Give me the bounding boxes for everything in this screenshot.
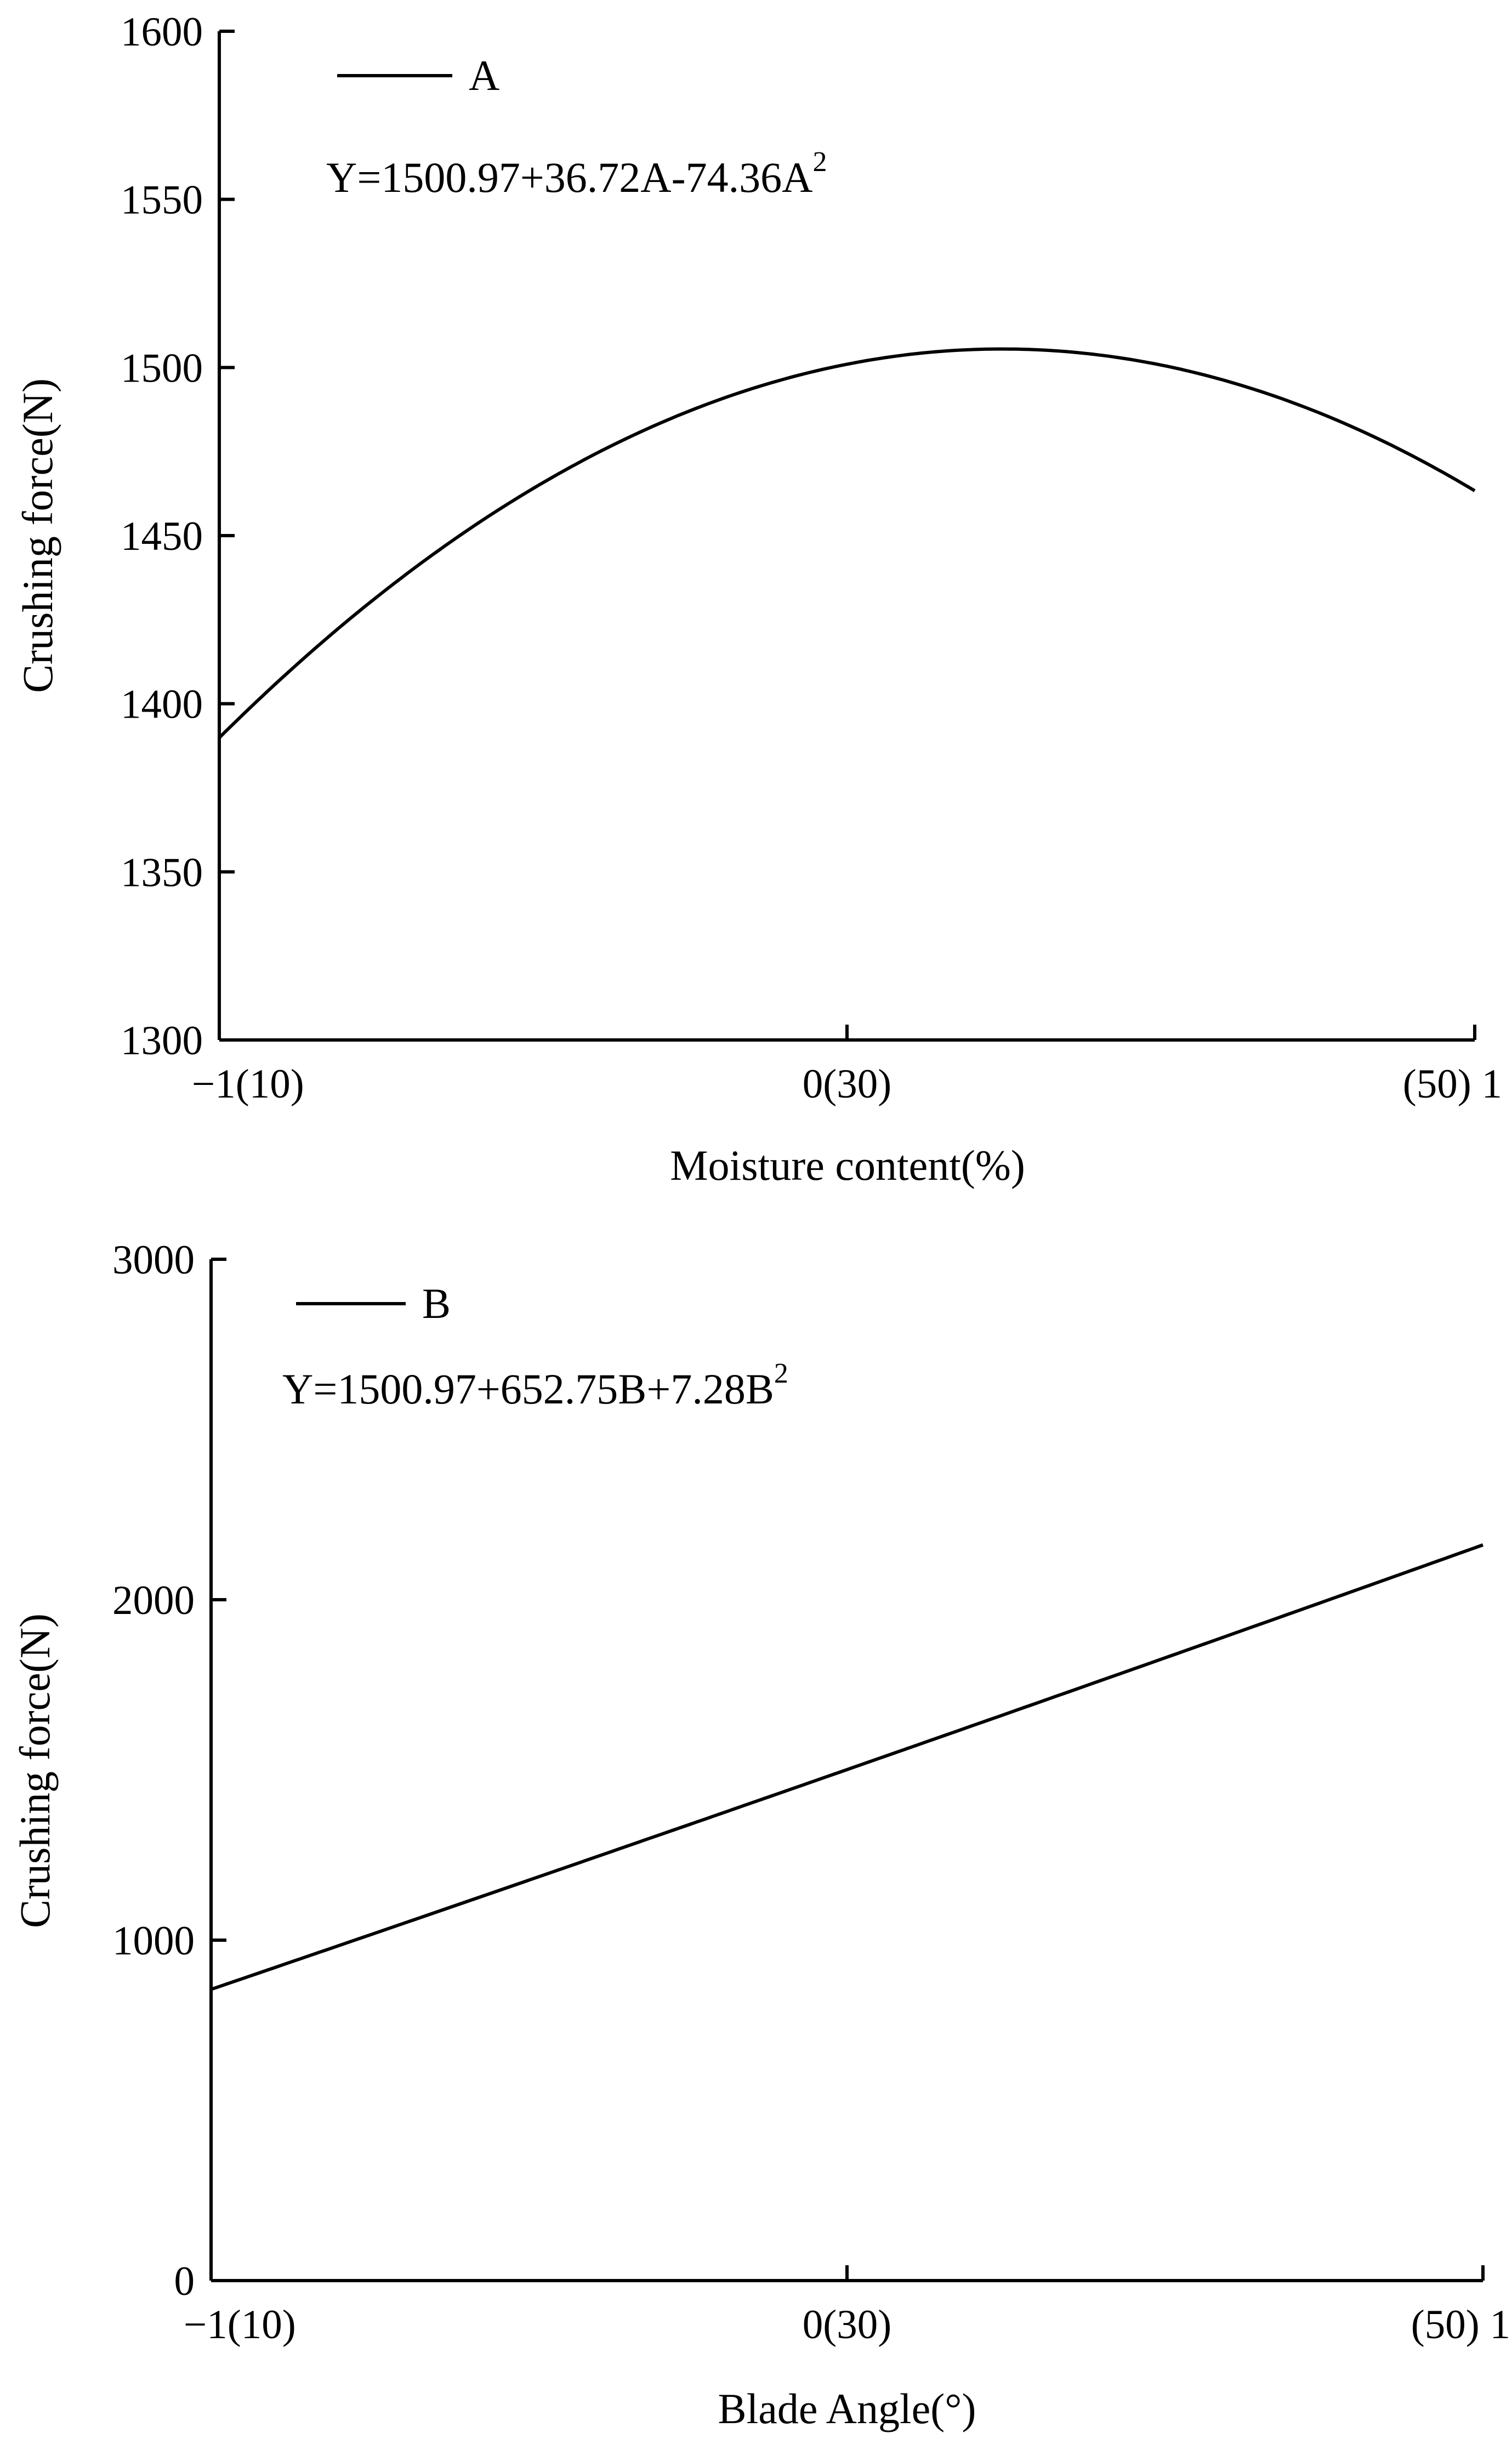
- chart-panel-b: 0 1000 2000 3000 −1(10) 0(30) (50) 1 B Y=1500…: [11, 1237, 1510, 2432]
- y-tick-label: 1350: [121, 850, 203, 895]
- series-line-b: [211, 1543, 1484, 1991]
- x-tick-label: 0(30): [803, 2302, 891, 2347]
- y-tick-label: 1000: [112, 1918, 195, 1964]
- x-tick-label: −1(10): [184, 2302, 296, 2347]
- y-tick-label: 1400: [121, 682, 203, 727]
- y-axis-title: Crushing force(N): [11, 1613, 59, 1928]
- equation-main: Y=1500.97+652.75B+7.28B: [282, 1365, 774, 1413]
- x-tick-label: (50) 1: [1411, 2302, 1510, 2347]
- x-tick-label: −1(10): [192, 1061, 304, 1107]
- x-ticks: −1(10) 0(30) (50) 1: [192, 1025, 1502, 1107]
- y-tick-label: 1600: [121, 9, 203, 55]
- x-tick-label: (50) 1: [1403, 1061, 1502, 1107]
- x-ticks: −1(10) 0(30) (50) 1: [184, 2265, 1510, 2347]
- chart-panel-a: 1300 1350 1400 1450 1500 1550 1600 −1(10) 0(30)…: [14, 9, 1502, 1189]
- y-tick-label: 0: [174, 2259, 195, 2304]
- y-tick-label: 1550: [121, 178, 203, 223]
- equation-exponent: 2: [812, 146, 827, 178]
- y-ticks: 0 1000 2000 3000: [112, 1237, 226, 2304]
- x-tick-label: 0(30): [803, 1061, 891, 1107]
- x-axis-title: Blade Angle(°): [718, 2385, 976, 2432]
- y-axis-title: Crushing force(N): [14, 378, 61, 693]
- y-tick-label: 1450: [121, 514, 203, 559]
- equation-label: Y=1500.97+36.72A-74.36A2: [326, 146, 827, 201]
- series-line-a: [218, 347, 1476, 739]
- y-tick-label: 3000: [112, 1237, 195, 1283]
- y-tick-label: 2000: [112, 1578, 195, 1623]
- equation-main: Y=1500.97+36.72A-74.36A: [326, 154, 812, 201]
- legend-label: A: [469, 52, 499, 99]
- equation-exponent: 2: [774, 1358, 788, 1389]
- legend-label: B: [422, 1280, 451, 1327]
- y-ticks: 1300 1350 1400 1450 1500 1550 1600: [121, 9, 235, 1064]
- equation-label: Y=1500.97+652.75B+7.28B2: [282, 1358, 788, 1413]
- y-tick-label: 1500: [121, 345, 203, 391]
- y-tick-label: 1300: [121, 1018, 203, 1064]
- x-axis-title: Moisture content(%): [670, 1141, 1025, 1189]
